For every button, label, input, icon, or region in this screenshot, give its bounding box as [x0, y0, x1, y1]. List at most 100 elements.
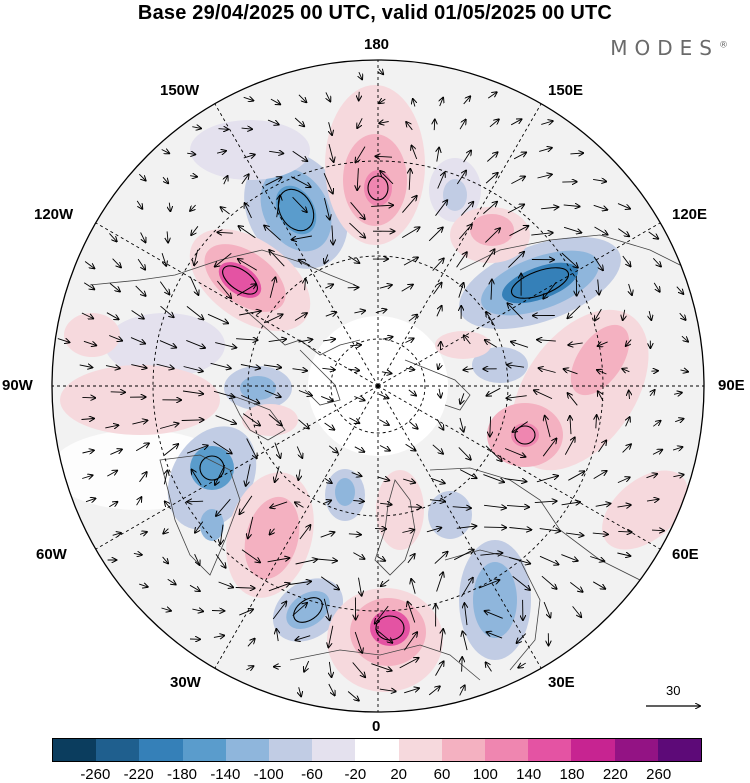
- wind-vector: [352, 662, 365, 678]
- wind-vector: [507, 365, 525, 367]
- wind-vector: [295, 559, 318, 565]
- colorbar-swatch: [398, 739, 442, 761]
- wind-vector: [218, 581, 234, 587]
- wind-vector: [534, 501, 557, 503]
- wind-vector: [215, 464, 226, 485]
- wind-vector: [598, 342, 608, 346]
- wind-vector: [561, 554, 577, 561]
- wind-vector: [163, 529, 168, 534]
- wind-vector: [426, 528, 441, 533]
- wind-vector: [353, 552, 364, 559]
- wind-vector: [440, 629, 443, 651]
- wind-vector: [508, 556, 530, 563]
- wind-vector: [408, 389, 416, 396]
- wind-vector: [243, 97, 254, 100]
- wind-vector: [408, 315, 417, 322]
- wind-vector: [79, 365, 93, 368]
- colorbar-tick-label: -180: [166, 766, 198, 783]
- wind-vector: [436, 572, 444, 592]
- wind-vector: [592, 581, 605, 589]
- wind-vector: [590, 556, 604, 562]
- lon-label-60w: 60W: [36, 546, 67, 563]
- wind-vector: [275, 466, 280, 482]
- wind-vector: [406, 122, 413, 131]
- wind-vector: [649, 310, 651, 320]
- wind-vector: [295, 502, 304, 508]
- wind-vector: [165, 502, 172, 510]
- wind-vector: [326, 92, 330, 101]
- wind-vector: [263, 365, 281, 368]
- wind-vector: [463, 151, 471, 163]
- wind-vector: [508, 303, 524, 320]
- wind-vector: [329, 122, 332, 135]
- wind-vector: [595, 504, 611, 507]
- wind-vector: [377, 557, 385, 561]
- colorbar-swatch: [182, 739, 226, 761]
- wind-vector: [375, 529, 386, 530]
- wind-vector: [482, 249, 495, 268]
- polar-stereographic-map: [51, 59, 705, 713]
- pos-anomaly-core: [570, 324, 630, 396]
- wind-vector: [513, 153, 526, 160]
- wind-vector: [215, 415, 236, 424]
- wind-vector: [412, 146, 418, 160]
- wind-vector: [592, 533, 608, 534]
- neg-anomaly-core: [286, 590, 330, 630]
- wind-vector: [236, 284, 256, 296]
- wind-vector: [653, 421, 660, 427]
- wind-vector: [264, 226, 281, 241]
- wind-vector: [109, 283, 120, 291]
- wind-vector: [167, 231, 168, 242]
- wind-vector: [347, 691, 359, 701]
- wind-vector: [379, 285, 392, 288]
- lon-label-150w: 150W: [160, 82, 200, 99]
- wind-vector: [406, 368, 414, 370]
- wind-vector: [213, 390, 235, 397]
- wind-vector: [290, 176, 310, 187]
- wind-vector: [292, 235, 312, 240]
- wind-vector: [81, 312, 93, 319]
- wind-vector: [485, 173, 498, 184]
- wind-vector: [239, 311, 261, 316]
- colorbar-tick-label: -260: [80, 766, 111, 783]
- wind-vector: [321, 395, 333, 401]
- colorbar-swatch: [441, 739, 486, 761]
- wind-vector: [299, 525, 311, 540]
- reference-vector-label: 30: [666, 683, 681, 698]
- wind-vector: [563, 226, 581, 232]
- wind-vector: [351, 473, 362, 477]
- wind-vector: [456, 252, 467, 268]
- wind-vector: [236, 339, 257, 340]
- wind-vector: [324, 422, 335, 430]
- wind-vector: [508, 252, 524, 268]
- wind-vector: [241, 128, 253, 129]
- wind-vector: [408, 602, 416, 623]
- wind-vector: [268, 414, 282, 425]
- wind-vector: [543, 281, 557, 298]
- wind-vector: [463, 369, 474, 371]
- wind-vector: [239, 226, 256, 239]
- wind-vector: [402, 530, 414, 533]
- wind-vector: [646, 499, 659, 501]
- wind-vector: [512, 576, 530, 590]
- wind-vector: [82, 450, 94, 453]
- wind-vector: [572, 606, 582, 617]
- wind-vector: [239, 609, 253, 616]
- wind-vector: [131, 310, 144, 319]
- wind-vector: [159, 424, 178, 429]
- neg-anomaly: [472, 347, 528, 383]
- wind-vector: [504, 448, 525, 457]
- wind-vector: [629, 283, 632, 295]
- wind-vector: [536, 476, 558, 483]
- wind-vector: [438, 363, 440, 369]
- wind-vector: [348, 255, 360, 263]
- wind-vector: [322, 368, 334, 370]
- wind-vector: [460, 393, 464, 404]
- wind-vector: [379, 689, 396, 691]
- colorbar-tick-label: -100: [253, 766, 284, 783]
- neg-anomaly-core: [190, 446, 234, 490]
- wind-vector: [681, 335, 688, 341]
- wind-vector: [192, 470, 202, 486]
- wind-vector: [186, 446, 208, 454]
- wind-vector: [453, 550, 474, 561]
